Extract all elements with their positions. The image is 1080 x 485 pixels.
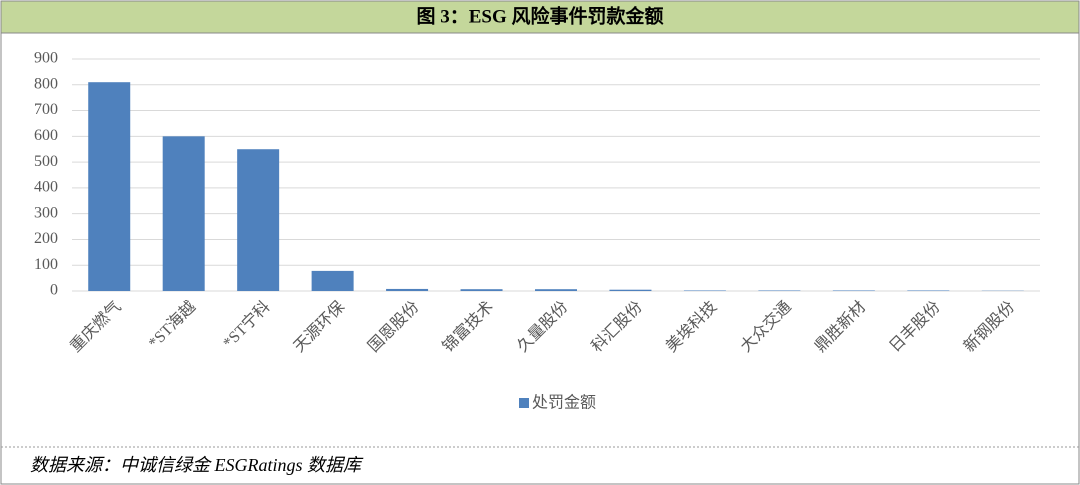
bar	[832, 290, 875, 291]
bar	[609, 289, 652, 291]
source-note: 数据来源：中诚信绿金 ESGRatings 数据库	[30, 455, 364, 475]
bar	[311, 270, 354, 291]
legend-label: 处罚金额	[532, 394, 596, 412]
bar	[386, 288, 429, 291]
y-tick-label: 200	[34, 230, 58, 247]
bar	[683, 290, 726, 291]
title-bar	[0, 0, 1080, 34]
bar	[88, 82, 131, 291]
y-tick-label: 400	[34, 179, 58, 196]
bar	[460, 289, 503, 291]
y-tick-label: 600	[34, 127, 58, 144]
legend-swatch	[519, 398, 529, 408]
bar	[162, 136, 205, 291]
y-tick-label: 0	[50, 282, 58, 299]
bar	[907, 290, 950, 291]
y-tick-label: 100	[34, 256, 58, 273]
bar	[237, 149, 280, 291]
y-tick-label: 800	[34, 75, 58, 92]
y-tick-label: 500	[34, 153, 58, 170]
y-tick-label: 900	[34, 50, 58, 67]
y-tick-label: 300	[34, 204, 58, 221]
chart-title: 图 3：ESG 风险事件罚款金额	[416, 4, 663, 27]
y-tick-label: 700	[34, 101, 58, 118]
bar	[758, 290, 801, 291]
bar	[535, 289, 577, 291]
